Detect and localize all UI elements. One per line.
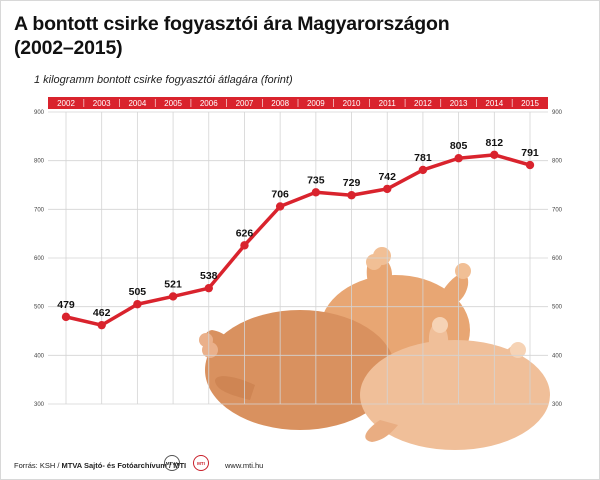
- data-label: 706: [271, 188, 289, 200]
- y-tick-label-right: 500: [552, 305, 563, 311]
- y-tick-label-left: 500: [34, 305, 45, 311]
- y-tick-label-left: 800: [34, 159, 45, 165]
- data-point: [347, 191, 356, 200]
- y-tick-label-left: 400: [34, 353, 45, 359]
- data-point: [133, 300, 142, 309]
- data-point: [240, 241, 249, 250]
- data-point: [61, 312, 71, 322]
- chart-subtitle: 1 kilogramm bontott csirke fogyasztói át…: [34, 74, 293, 86]
- title-line-2: (2002–2015): [14, 37, 123, 59]
- y-tick-label-left: 700: [34, 207, 45, 213]
- x-tick-label: 2009: [307, 99, 325, 108]
- data-point: [418, 165, 428, 175]
- x-tick-label: 2006: [200, 99, 218, 108]
- data-point: [97, 320, 106, 330]
- chart-title: A bontott csirke fogyasztói ára Magyaror…: [14, 12, 574, 60]
- mti-logo: MTI: [193, 455, 209, 471]
- y-tick-label-right: 400: [552, 353, 563, 359]
- mtva-logo: MTVA: [164, 455, 180, 471]
- data-point: [383, 184, 392, 194]
- data-point: [275, 202, 285, 211]
- roast-chicken-illustration: [199, 247, 550, 450]
- x-tick-label: 2002: [57, 99, 75, 108]
- x-tick-label: 2008: [271, 99, 289, 108]
- y-tick-label-right: 600: [552, 256, 563, 262]
- y-tick-label-left: 600: [34, 256, 45, 262]
- data-point: [490, 150, 499, 160]
- x-tick-label: 2005: [164, 99, 182, 108]
- data-point: [168, 292, 178, 301]
- data-label: 505: [129, 286, 147, 298]
- data-label: 521: [164, 278, 182, 290]
- data-label: 479: [57, 299, 75, 311]
- x-tick-label: 2003: [93, 99, 111, 108]
- data-label: 729: [343, 177, 361, 189]
- data-label: 735: [307, 174, 325, 186]
- data-point: [454, 154, 463, 163]
- data-label: 626: [236, 227, 254, 239]
- data-label: 462: [93, 307, 111, 319]
- y-tick-label-right: 800: [552, 159, 563, 165]
- data-label: 742: [378, 171, 396, 183]
- x-tick-label: 2013: [450, 99, 468, 108]
- y-tick-label-right: 300: [552, 402, 563, 408]
- footer-source: Forrás: KSH / MTVA Sajtó- és Fotóarchívu…: [14, 461, 586, 470]
- x-tick-label: 2014: [485, 99, 503, 108]
- y-tick-label-right: 700: [552, 207, 563, 213]
- x-tick-label: 2012: [414, 99, 432, 108]
- data-label: 805: [450, 140, 468, 152]
- data-point: [525, 160, 535, 170]
- data-label: 791: [521, 147, 539, 159]
- x-tick-label: 2007: [236, 99, 254, 108]
- data-label: 812: [486, 137, 504, 149]
- website-link: www.mti.hu: [225, 461, 264, 470]
- title-line-1: A bontott csirke fogyasztói ára Magyaror…: [14, 13, 450, 35]
- x-tick-label: 2015: [521, 99, 539, 108]
- y-tick-label-left: 900: [34, 110, 45, 116]
- data-label: 781: [414, 152, 432, 164]
- data-label: 538: [200, 270, 218, 282]
- source-agency: MTVA Sajtó- és Fotóarchívum / MTI: [61, 461, 187, 470]
- y-tick-label-left: 300: [34, 402, 45, 408]
- data-point: [311, 188, 321, 197]
- x-tick-label: 2011: [379, 99, 397, 108]
- data-point: [204, 283, 213, 293]
- source-prefix: Forrás: KSH /: [14, 461, 62, 470]
- series-line: [65, 153, 531, 327]
- y-tick-label-right: 900: [552, 110, 563, 116]
- x-tick-label: 2004: [128, 99, 146, 108]
- x-tick-label: 2010: [343, 99, 361, 108]
